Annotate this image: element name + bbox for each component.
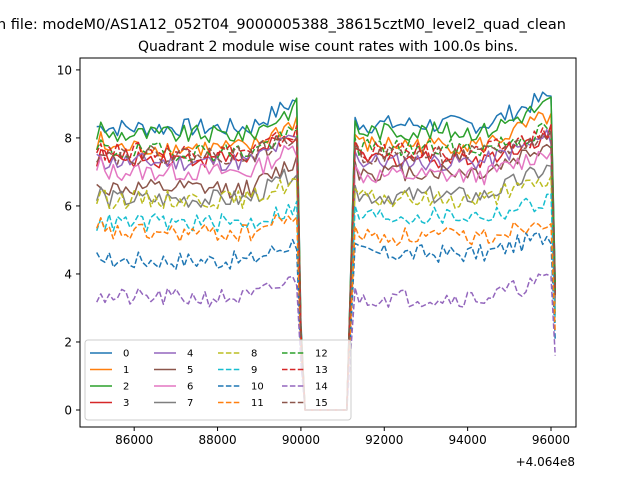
x-tick-label: 96000 [532, 433, 570, 447]
x-offset-label: +4.064e8 [516, 455, 575, 469]
x-tick-label: 88000 [198, 433, 236, 447]
legend-label-12: 12 [315, 349, 328, 360]
y-tick-label: 6 [64, 199, 72, 213]
legend-label-1: 1 [123, 365, 129, 376]
chart-title: Quadrant 2 module wise count rates with … [138, 39, 518, 55]
legend-label-9: 9 [251, 365, 257, 376]
legend-label-3: 3 [123, 398, 129, 409]
legend-label-4: 4 [187, 349, 193, 360]
x-tick-label: 90000 [282, 433, 320, 447]
x-tick-label: 92000 [365, 433, 403, 447]
legend-frame [84, 339, 352, 421]
legend-label-6: 6 [187, 382, 193, 393]
legend-label-2: 2 [123, 382, 129, 393]
y-tick-label: 10 [57, 63, 72, 77]
legend-label-14: 14 [315, 382, 328, 393]
legend-label-15: 15 [315, 398, 328, 409]
legend-label-11: 11 [251, 398, 264, 409]
legend-label-0: 0 [123, 349, 129, 360]
legend-label-8: 8 [251, 349, 257, 360]
x-axis: 86000 88000 90000 92000 94000 96000 [115, 427, 570, 447]
figure-suptitle: n file: modeM0/AS1A12_052T04_9000005388_… [0, 17, 566, 33]
x-tick-label: 86000 [115, 433, 153, 447]
y-tick-label: 0 [64, 403, 72, 417]
series-line-9 [95, 192, 556, 411]
x-tick-label: 94000 [449, 433, 487, 447]
legend-label-10: 10 [251, 382, 264, 393]
y-tick-label: 8 [64, 131, 72, 145]
plot-frame [79, 57, 577, 428]
y-tick-label: 2 [64, 335, 72, 349]
legend-label-13: 13 [315, 365, 328, 376]
y-tick-label: 4 [64, 267, 72, 281]
y-axis: 0 2 4 6 8 10 [57, 63, 80, 417]
legend-label-7: 7 [187, 398, 193, 409]
legend-label-5: 5 [187, 365, 193, 376]
series-line-10 [96, 231, 556, 411]
